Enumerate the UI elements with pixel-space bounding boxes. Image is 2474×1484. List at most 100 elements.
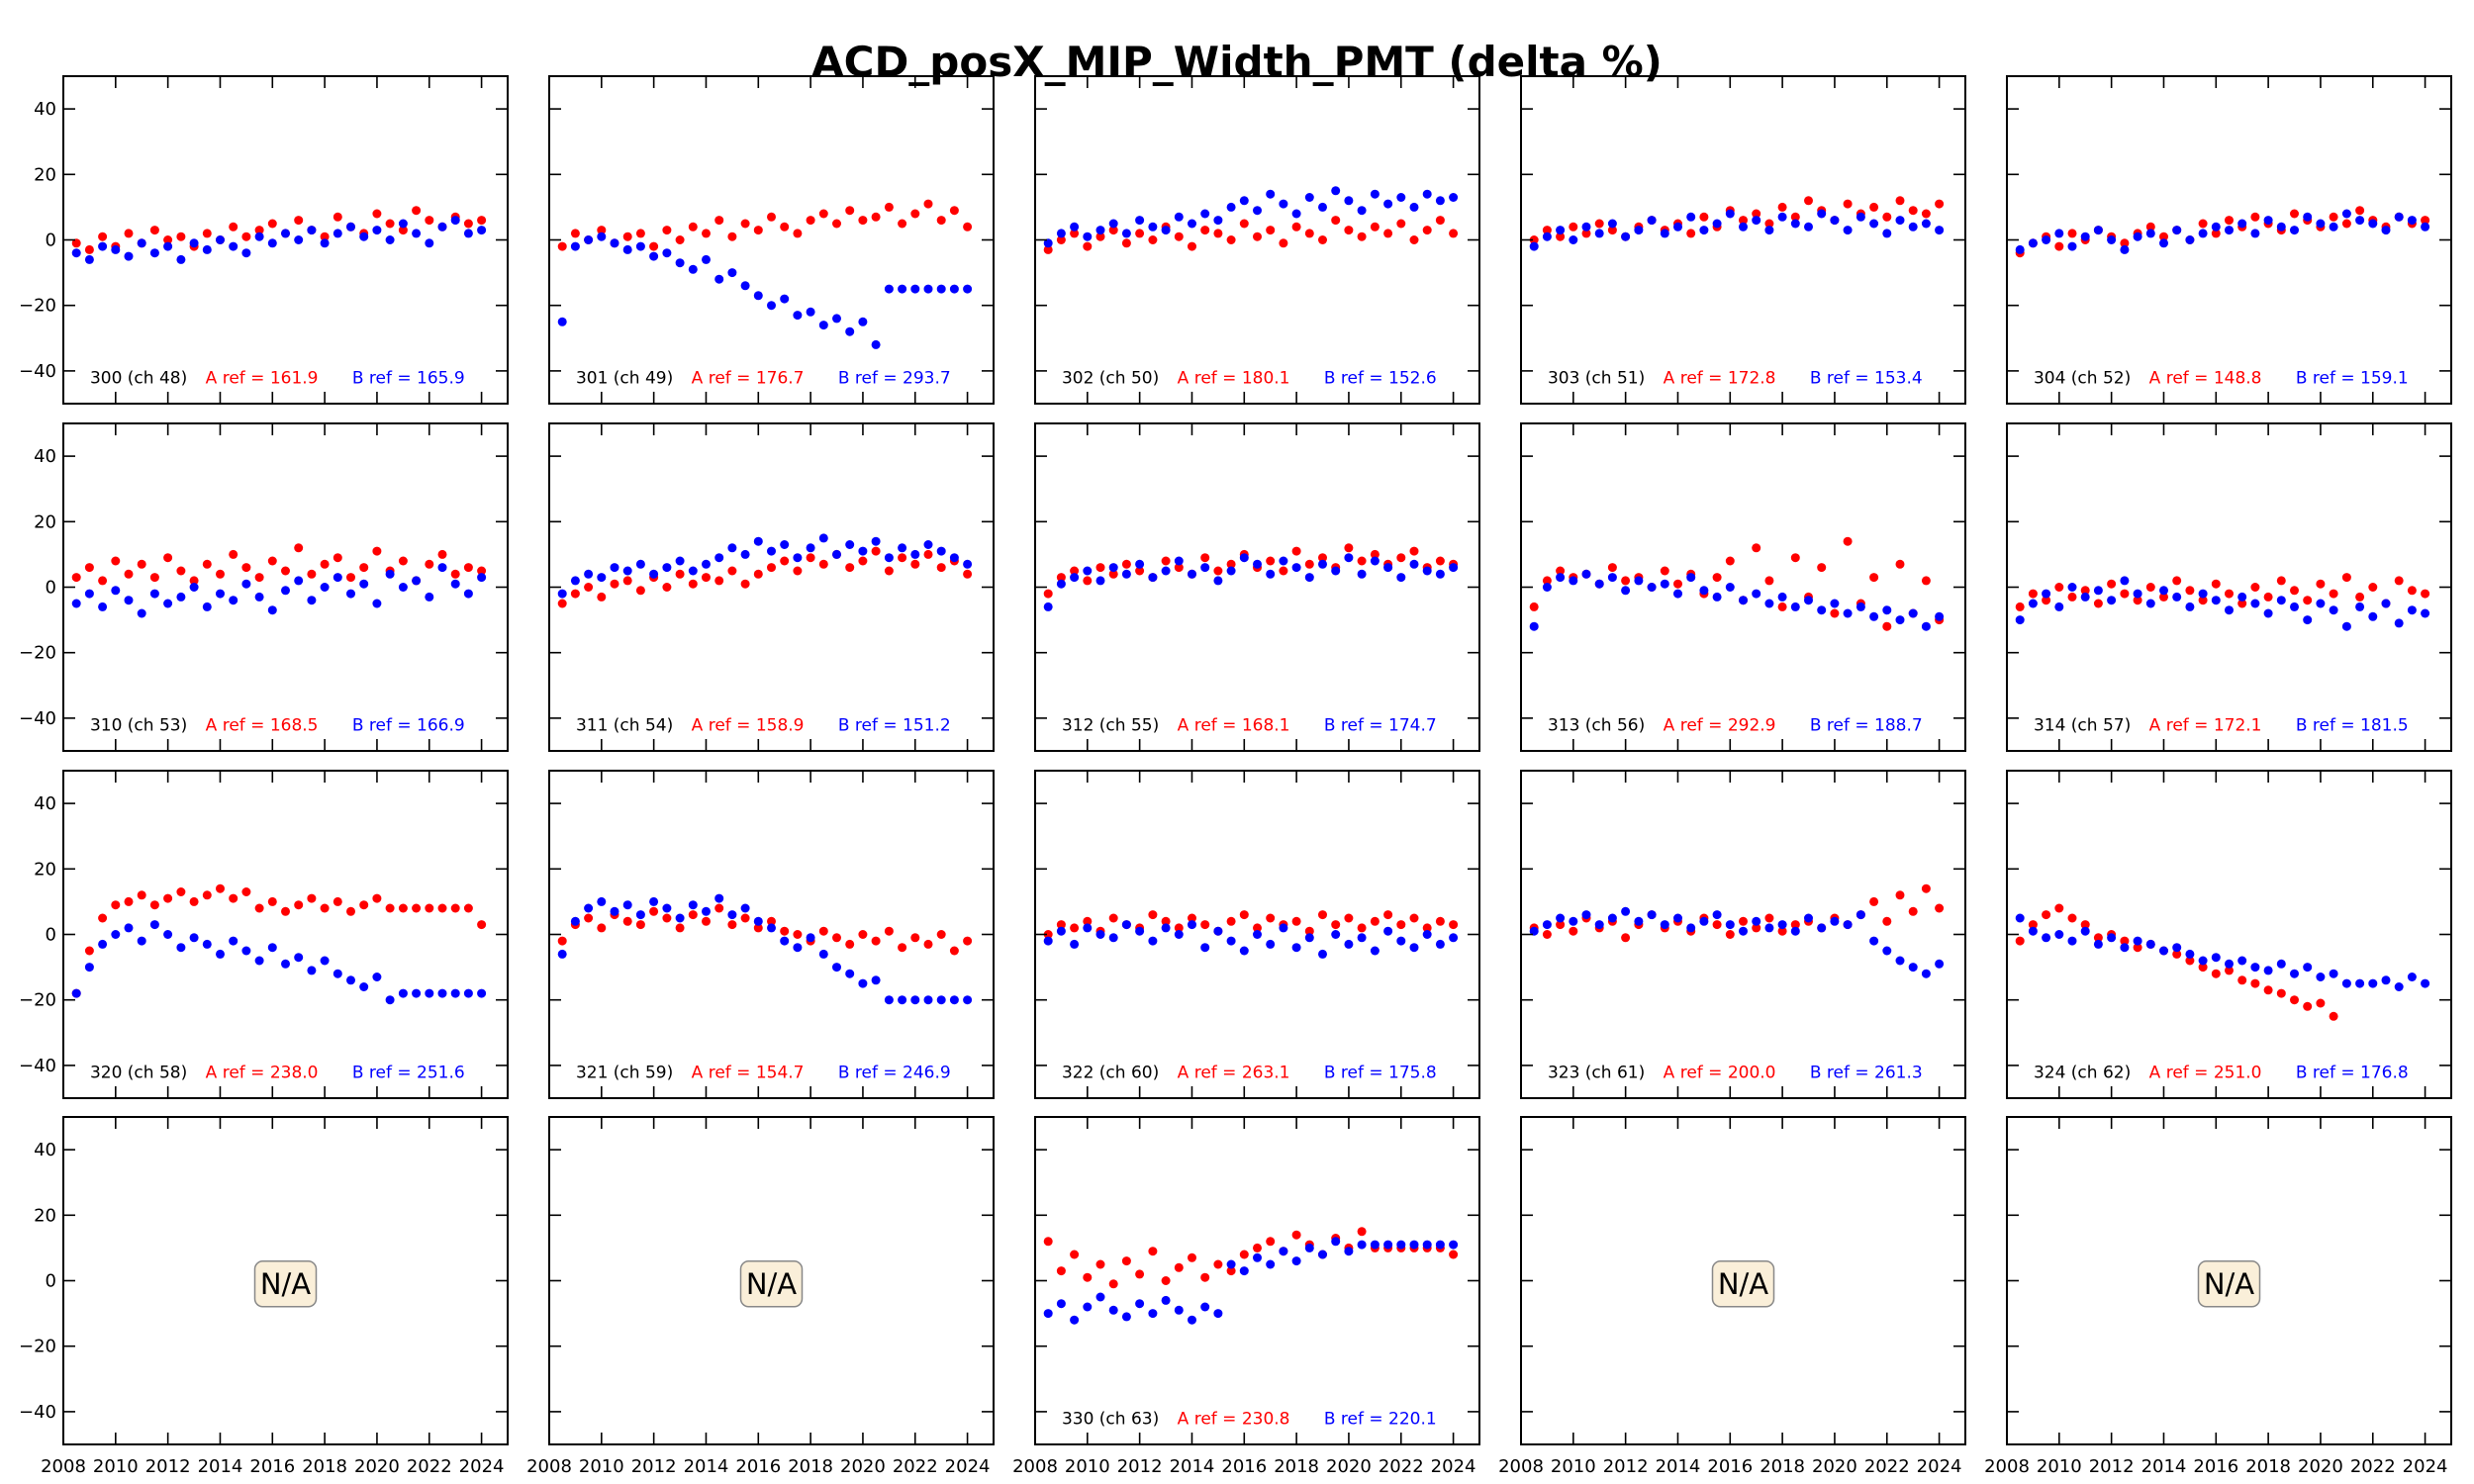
series-B [71, 216, 487, 264]
data-point-A [372, 893, 382, 903]
channel-label: 300 (ch 48) [90, 369, 187, 389]
panel-324: 324 (ch 62) A ref = 251.0 B ref = 176.8 [2006, 770, 2452, 1099]
data-point-B [635, 559, 645, 569]
channel-label: 312 (ch 55) [1062, 716, 1159, 736]
data-point-B [1830, 216, 1840, 226]
x-tick-label: 2016 [735, 1456, 781, 1477]
data-point-A [780, 556, 790, 566]
x-tick-label: 2024 [1431, 1456, 1476, 1477]
series-B [1043, 186, 1459, 248]
b-ref-label: B ref = 220.1 [1324, 1410, 1437, 1430]
series-A [557, 903, 973, 956]
y-tick-label: −40 [19, 708, 56, 729]
data-point-B [2042, 933, 2051, 943]
data-point-B [675, 913, 685, 923]
data-point-B [2211, 596, 2221, 605]
data-point-A [1370, 916, 1380, 926]
data-point-A [2107, 579, 2117, 589]
a-ref-label: A ref = 230.8 [1178, 1410, 1290, 1430]
data-point-B [98, 241, 108, 251]
data-point-B [557, 949, 567, 959]
data-point-A [1739, 216, 1748, 226]
data-point-A [1725, 556, 1735, 566]
data-point-A [1344, 226, 1354, 235]
data-point-B [610, 238, 619, 248]
y-tick-label: 20 [34, 164, 56, 185]
data-point-B [425, 238, 434, 248]
data-point-A [1935, 903, 1945, 913]
data-point-A [557, 936, 567, 946]
data-point-B [281, 586, 290, 596]
x-tick-label: 2020 [354, 1456, 400, 1477]
data-point-B [241, 946, 251, 956]
data-point-B [1396, 1240, 1406, 1250]
data-point-B [1764, 923, 1774, 933]
na-label: N/A [1718, 1267, 1768, 1301]
data-point-B [2120, 943, 2130, 953]
data-point-A [2355, 206, 2365, 216]
data-point-B [1200, 209, 1210, 219]
data-point-A [1344, 913, 1354, 923]
data-point-B [2250, 229, 2260, 238]
data-point-B [1607, 219, 1617, 229]
na-label: N/A [2204, 1267, 2254, 1301]
data-point-B [1121, 1312, 1131, 1322]
data-point-A [2316, 579, 2326, 589]
data-point-B [398, 219, 408, 229]
data-point-A [1764, 576, 1774, 586]
data-point-B [1542, 232, 1552, 241]
data-point-B [1213, 576, 1223, 586]
x-tick-label: 2014 [198, 1456, 243, 1477]
data-point-A [584, 913, 594, 923]
data-point-B [202, 939, 212, 949]
data-point-A [398, 556, 408, 566]
data-point-A [2067, 229, 2077, 238]
data-point-A [923, 549, 933, 559]
series-B [1043, 553, 1459, 611]
data-point-A [1790, 212, 1800, 222]
series-B [557, 533, 973, 599]
data-point-B [1226, 1259, 1236, 1269]
data-point-B [1174, 212, 1184, 222]
data-point-A [320, 559, 330, 569]
data-point-B [858, 317, 868, 326]
data-point-B [111, 244, 121, 254]
data-point-A [1542, 226, 1552, 235]
channel-label: 304 (ch 52) [2034, 369, 2131, 389]
data-point-B [241, 579, 251, 589]
data-point-B [949, 553, 959, 563]
data-point-B [845, 540, 855, 549]
data-point-A [1266, 1237, 1276, 1247]
data-point-B [463, 589, 473, 599]
channel-label: 324 (ch 62) [2034, 1064, 2131, 1083]
data-point-A [1435, 556, 1445, 566]
b-ref-label: B ref = 181.5 [2296, 716, 2409, 736]
y-tick-label: 40 [34, 446, 56, 467]
b-ref-label: B ref = 246.9 [838, 1064, 951, 1083]
series-B [557, 893, 973, 1005]
data-point-A [2145, 222, 2155, 232]
data-point-B [963, 995, 973, 1005]
data-point-B [1148, 1309, 1158, 1319]
x-tick-label: 2012 [631, 1456, 677, 1477]
x-tick-label: 2020 [840, 1456, 886, 1477]
data-point-A [1752, 543, 1761, 553]
data-point-A [635, 586, 645, 596]
data-point-B [1043, 936, 1053, 946]
data-point-B [71, 988, 81, 998]
data-point-B [1213, 1309, 1223, 1319]
y-tick-label: 0 [46, 1271, 56, 1292]
data-point-A [176, 887, 186, 896]
data-point-A [949, 946, 959, 956]
data-point-B [412, 229, 422, 238]
data-point-B [2185, 602, 2195, 611]
data-point-A [1621, 576, 1631, 586]
panel-300: −40 −20 0 20 40 300 (ch 48) A ref = 161.9 B ref… [19, 75, 509, 405]
y-tick-label: −40 [19, 1402, 56, 1423]
data-point-A [1712, 573, 1722, 583]
data-point-B [1409, 1240, 1419, 1250]
data-point-A [1121, 559, 1131, 569]
data-point-A [1174, 923, 1184, 933]
data-point-B [1383, 199, 1393, 209]
data-point-B [1396, 193, 1406, 202]
